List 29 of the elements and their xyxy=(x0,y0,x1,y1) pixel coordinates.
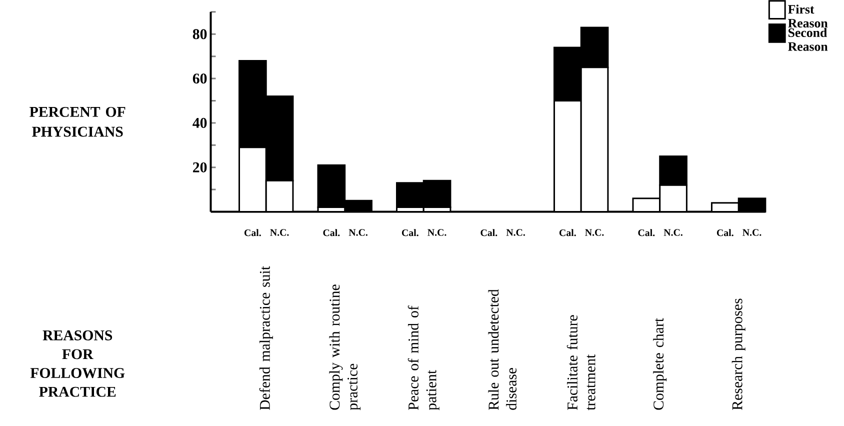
y-tick-label: 20 xyxy=(193,162,207,172)
x-tick-label: Cal. xyxy=(323,228,340,236)
text: REASONS FOR FOLLOWING PRACTICE xyxy=(30,330,125,397)
y-tick-label: 80 xyxy=(192,28,207,39)
x-tick-label: N.C. xyxy=(585,228,604,236)
text: Research purposes xyxy=(732,298,746,410)
x-tick-label: Cal. xyxy=(638,228,655,236)
x-tick-label: Cal. xyxy=(402,228,418,236)
y-tick-label: 40 xyxy=(192,118,207,128)
x-tick-label: Cal. xyxy=(244,228,261,236)
x-tick-label: Cal. xyxy=(480,228,498,236)
y-axis-title: PERCENT OF PHYSICIANS xyxy=(30,106,126,136)
text: Defend malpractice suit xyxy=(259,266,273,410)
x-tick-label: N.C. xyxy=(270,228,289,236)
y-tick-label: 60 xyxy=(192,73,207,84)
text: Complete chart xyxy=(653,318,667,410)
text: Peace of mind of patient xyxy=(408,305,440,410)
legend-label: First Reason xyxy=(788,4,828,28)
text: Comply with routine practice xyxy=(329,284,361,410)
x-tick-label: Cal. xyxy=(716,228,734,236)
text: Rule out undetected disease xyxy=(488,289,516,410)
x-tick-label: N.C. xyxy=(348,228,368,236)
text: Facilitate future treatment xyxy=(566,314,596,410)
x-tick-label: N.C. xyxy=(506,228,525,236)
x-tick-label: Cal. xyxy=(559,228,576,236)
x-tick-label: N.C. xyxy=(742,228,762,236)
x-tick-label: N.C. xyxy=(664,228,682,236)
x-tick-label: N.C. xyxy=(428,228,446,236)
legend-label: Second Reason xyxy=(788,28,828,51)
